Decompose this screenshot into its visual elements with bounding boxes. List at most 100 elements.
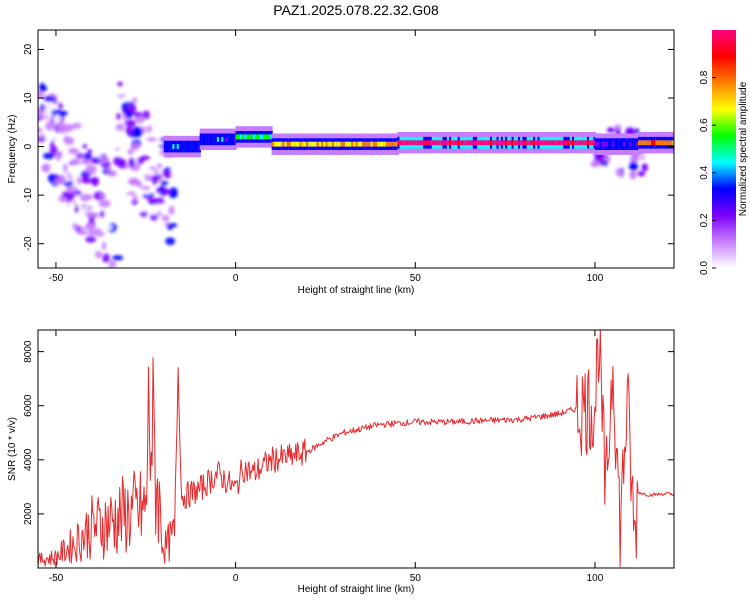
spectrogram-cell — [83, 153, 92, 160]
spectrogram-cell — [453, 140, 456, 146]
spectrogram-cell — [403, 140, 407, 146]
spectrogram-cell — [223, 136, 226, 142]
spectrogram-cell — [54, 135, 62, 141]
spectrogram-cell — [360, 141, 363, 147]
spectrogram-cell — [627, 141, 630, 147]
spectrogram-cell — [331, 141, 335, 147]
spectrogram-cell — [539, 140, 543, 146]
spectrogram-cell — [95, 250, 103, 259]
y-tick-label: 2000 — [23, 502, 34, 525]
spectrogram-cell — [414, 140, 418, 146]
spectrogram-cell — [314, 141, 318, 147]
spectrogram-cell — [436, 140, 439, 146]
spectrogram-cell — [325, 141, 329, 147]
spectrogram-cell — [629, 162, 638, 171]
spectrogram-cell — [425, 140, 428, 146]
spectrogram-cell — [63, 163, 68, 174]
spectrogram-cell — [580, 140, 584, 146]
spectrogram-cell — [444, 140, 448, 146]
spectrogram-cell — [392, 141, 395, 147]
spectrogram-cell — [214, 136, 218, 142]
spectrogram-cell — [154, 168, 159, 174]
spectrogram-cell — [644, 140, 648, 146]
spectrogram-cell — [160, 180, 168, 186]
spectrogram-cell — [47, 173, 56, 183]
spectrogram-cell — [306, 141, 309, 147]
spectrogram-cell — [153, 205, 158, 216]
spectrogram-cell — [170, 144, 173, 149]
spectrogram-cell — [590, 160, 601, 168]
spectrogram-cell — [429, 140, 433, 146]
spectrogram-cell — [606, 127, 615, 133]
spectrogram-cell — [457, 140, 461, 146]
spectrogram-x-axis-label: Height of straight line (km) — [298, 285, 415, 296]
spectrogram-cell — [246, 134, 249, 140]
spectrogram-cell — [132, 112, 143, 117]
spectrogram-cell — [117, 148, 125, 157]
spectrogram-cell — [81, 172, 89, 183]
spectrogram-cell — [219, 136, 222, 142]
spectrogram-cell — [98, 155, 110, 164]
spectrogram-cell — [41, 164, 48, 172]
spectrogram-cell — [85, 212, 93, 218]
spectrogram-cell — [40, 103, 45, 112]
spectrogram-cell — [344, 141, 348, 147]
spectrogram-cell — [112, 255, 124, 261]
spectrogram-cell — [431, 140, 435, 146]
spectrogram-cell — [470, 140, 474, 146]
colorbar-tick-label: 0.0 — [699, 261, 710, 275]
spectrogram-cell — [423, 140, 426, 146]
spectrogram-cell — [576, 140, 579, 146]
spectrogram-cell — [225, 136, 229, 142]
spectrogram-cell — [310, 141, 313, 147]
spectrogram-cell — [100, 209, 105, 219]
spectrogram-cell — [98, 199, 111, 208]
spectrogram-cell — [303, 141, 307, 147]
spectrogram-cell — [574, 140, 577, 146]
spectrogram-cell — [526, 140, 530, 146]
spectrogram-cell — [394, 141, 397, 147]
x-tick-label: 50 — [410, 273, 422, 284]
spectrogram-cell — [115, 123, 125, 133]
spectrogram-cell — [472, 140, 476, 146]
spectrogram-cell — [237, 134, 241, 140]
spectrogram-cell — [71, 122, 82, 129]
spectrogram-cell — [149, 149, 157, 154]
spectrogram-cell — [455, 140, 459, 146]
spectrogram-cell — [641, 163, 648, 172]
spectrogram-cell — [85, 164, 97, 175]
spectrogram-cell — [668, 140, 671, 146]
colorbar-tick-label: 0.4 — [699, 165, 710, 179]
spectrogram-cell — [288, 141, 292, 147]
x-tick-label: -50 — [49, 273, 64, 284]
spectrogram-cell — [152, 175, 158, 185]
spectrogram-cell — [261, 134, 265, 140]
spectrogram-cell — [125, 126, 134, 135]
spectrogram-cell — [268, 134, 271, 140]
spectrogram-cell — [629, 170, 637, 180]
spectrogram-cell — [655, 140, 658, 146]
spectrogram-cell — [672, 140, 674, 146]
spectrogram-cell — [427, 140, 431, 146]
y-tick-label: 10 — [23, 92, 34, 104]
spectrogram-cell — [265, 134, 269, 140]
spectrogram-cell — [263, 134, 267, 140]
spectrogram-cell — [112, 190, 119, 196]
spectrogram-cell — [651, 140, 654, 146]
spectrogram-cell — [66, 186, 78, 193]
spectrogram-cell — [597, 141, 600, 147]
spectrogram-cell — [103, 186, 115, 192]
spectrogram-cell — [541, 140, 545, 146]
spectrogram-cell — [372, 141, 376, 147]
spectrogram-cell — [451, 140, 454, 146]
spectrogram-cell — [196, 144, 199, 149]
spectrogram-cell — [319, 141, 322, 147]
y-tick-label: 8000 — [23, 340, 34, 363]
spectrogram-cell — [206, 136, 209, 142]
spectrogram-cell — [42, 152, 55, 160]
spectrogram-cell — [74, 205, 80, 213]
spectrogram-cell — [434, 140, 437, 146]
spectrogram-cell — [286, 141, 290, 147]
spectrogram-cell — [176, 144, 180, 149]
spectrogram-cell — [618, 141, 622, 147]
